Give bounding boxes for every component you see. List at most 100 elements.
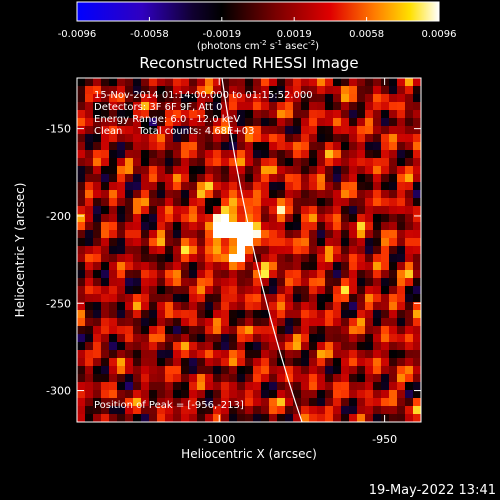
heatmap-cell [261,246,270,255]
heatmap-cell [349,254,358,263]
heatmap-cell [125,134,134,143]
heatmap-cell [397,334,406,343]
heatmap-cell [133,318,142,327]
heatmap-cell [205,414,214,422]
heatmap-cell [237,302,246,311]
heatmap-cell [205,150,214,159]
heatmap-cell [301,78,310,87]
y-axis-ticks: -150-200-250-300 [46,123,421,398]
heatmap-cell [245,166,254,175]
heatmap-cell [285,110,294,119]
heatmap-cell [245,102,254,111]
heatmap-cell [277,102,286,111]
heatmap-cell [325,350,334,359]
heatmap-cell [381,294,390,303]
heatmap-cell [85,166,94,175]
heatmap-cell [173,390,182,399]
heatmap-cell [373,86,382,95]
heatmap-cell [77,342,86,351]
heatmap-cell [157,134,166,143]
heatmap-cell [269,142,278,151]
heatmap-cell [229,334,238,343]
heatmap-cell [133,294,142,303]
heatmap-cell [317,166,326,175]
heatmap-cell [85,278,94,287]
heatmap-cell [229,78,238,87]
heatmap-cell [229,94,238,103]
heatmap-cell [101,366,110,375]
heatmap-cell [157,406,166,415]
heatmap-cell [213,150,222,159]
heatmap-cell [365,294,374,303]
heatmap-cell [309,254,318,263]
heatmap-cell [261,390,270,399]
heatmap-cell [117,86,126,95]
heatmap-cell [325,318,334,327]
heatmap-cell [109,390,118,399]
heatmap-cell [237,118,246,127]
heatmap-cell [117,382,126,391]
heatmap-cell [237,94,246,103]
heatmap-cell [277,294,286,303]
heatmap-cell [341,198,350,207]
heatmap-cell [165,110,174,119]
heatmap-cell [253,310,262,319]
heatmap-cell [125,190,134,199]
heatmap-cell [133,310,142,319]
heatmap-cell [141,134,150,143]
heatmap-cell [229,246,238,255]
heatmap-cell [77,334,86,343]
heatmap-cell [125,182,134,191]
heatmap-cell [317,318,326,327]
heatmap-cell [245,382,254,391]
x-tick-label: -950 [372,433,397,446]
heatmap-cell [413,222,421,231]
heatmap-cell [397,246,406,255]
heatmap-cell [341,158,350,167]
heatmap-cell [149,94,158,103]
heatmap-cell [229,190,238,199]
heatmap-cell [365,206,374,215]
heatmap-cell [261,318,270,327]
heatmap-cell [365,86,374,95]
heatmap-cell [157,318,166,327]
heatmap-cell [165,190,174,199]
heatmap-cell [157,86,166,95]
heatmap-cell [229,358,238,367]
heatmap-cell [389,158,398,167]
heatmap-cell [309,390,318,399]
heatmap-cell [141,374,150,383]
heatmap-cell [237,318,246,327]
heatmap-cell [325,294,334,303]
heatmap-cell [173,142,182,151]
heatmap-cell [397,206,406,215]
heatmap-cell [397,142,406,151]
heatmap-cell [397,134,406,143]
heatmap-cell [205,326,214,335]
heatmap-cell [245,374,254,383]
heatmap-cell [133,110,142,119]
heatmap-cell [189,246,198,255]
heatmap-cell [293,158,302,167]
heatmap-cell [117,318,126,327]
heatmap-cell [325,358,334,367]
heatmap-cell [405,230,414,239]
heatmap-cell [205,230,214,239]
heatmap-cell [357,374,366,383]
heatmap-cell [389,118,398,127]
heatmap-cell [237,382,246,391]
heatmap-cell [413,166,421,175]
heatmap-cell [261,398,270,407]
heatmap-cell [77,390,86,399]
heatmap-cell [413,142,421,151]
heatmap-cell [285,86,294,95]
heatmap-cell [109,398,118,407]
heatmap-cell [133,286,142,295]
heatmap-cell [109,94,118,103]
heatmap-cell [237,286,246,295]
heatmap-cell [181,230,190,239]
heatmap-cell [221,278,230,287]
heatmap-cell [285,214,294,223]
heatmap-cell [349,334,358,343]
heatmap-cell [125,166,134,175]
